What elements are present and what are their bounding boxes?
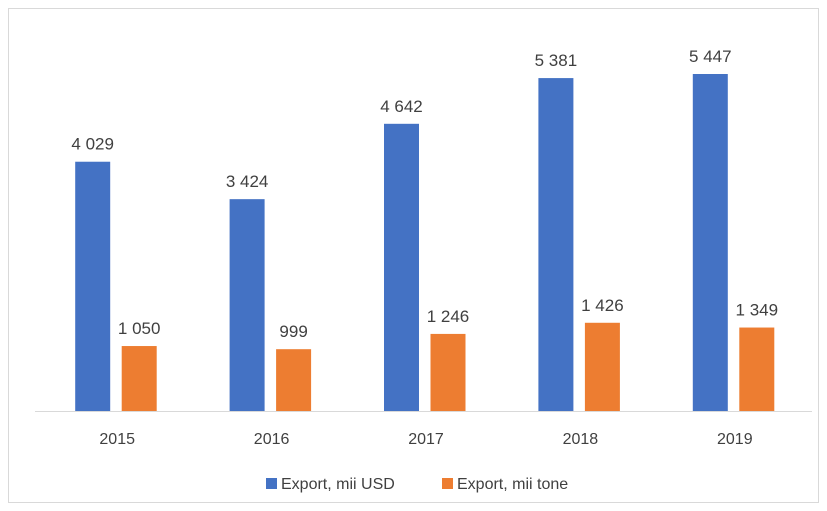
bar-usd-2019 [692, 74, 728, 411]
legend-swatch-usd [266, 478, 277, 489]
data-label-tone-2018: 1 426 [581, 296, 624, 315]
x-tick-label-2015: 2015 [99, 431, 135, 448]
data-label-tone-2015: 1 050 [118, 319, 161, 338]
bar-usd-2015 [75, 161, 111, 411]
x-tick-label-2017: 2017 [408, 431, 444, 448]
data-label-usd-2018: 5 381 [535, 51, 578, 70]
legend-swatch-tone [442, 478, 453, 489]
data-label-usd-2016: 3 424 [226, 172, 269, 191]
x-tick-label-2018: 2018 [563, 431, 599, 448]
bar-tone-2019 [739, 327, 775, 411]
bar-usd-2018 [538, 78, 574, 412]
bar-tone-2015 [121, 346, 157, 411]
bar-usd-2016 [229, 199, 265, 411]
bars-layer [75, 74, 775, 412]
data-label-tone-2016: 999 [279, 322, 307, 341]
data-label-tone-2017: 1 246 [427, 307, 470, 326]
x-tick-label-2019: 2019 [717, 431, 753, 448]
data-labels-layer: 4 029 1 050 3 424 999 4 642 1 246 5 381 1 426 5 … [71, 47, 778, 341]
bar-tone-2018 [584, 322, 620, 411]
data-label-tone-2019: 1 349 [736, 301, 779, 320]
bar-tone-2016 [276, 349, 312, 411]
data-label-usd-2017: 4 642 [380, 97, 423, 116]
x-tick-label-2016: 2016 [254, 431, 290, 448]
data-label-usd-2019: 5 447 [689, 47, 732, 66]
legend: Export, mii USD Export, mii tone [266, 476, 568, 493]
x-axis-ticks: 2015 2016 2017 2018 2019 [99, 431, 752, 448]
legend-label-usd: Export, mii USD [281, 476, 395, 493]
bar-tone-2017 [430, 333, 466, 411]
bar-usd-2017 [384, 123, 419, 412]
legend-label-tone: Export, mii tone [457, 476, 568, 493]
data-label-usd-2015: 4 029 [71, 135, 114, 154]
